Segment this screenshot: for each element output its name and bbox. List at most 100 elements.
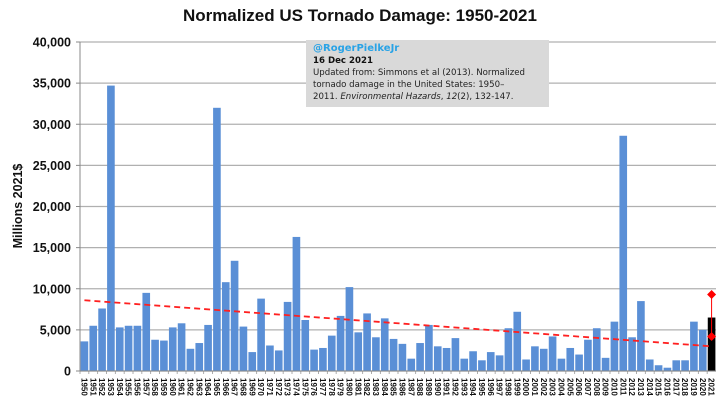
twitter-handle[interactable]: @RogerPielkeJr <box>313 43 400 54</box>
citation-year: 2011. <box>313 92 341 102</box>
x-tick-label: 1985 <box>389 378 398 396</box>
bar-2021 <box>707 317 716 371</box>
bar-1957 <box>142 292 151 371</box>
x-tick-label: 1970 <box>256 378 265 396</box>
y-tick-label: 5,000 <box>40 323 71 337</box>
bar-1984 <box>380 318 389 371</box>
x-tick-label: 2005 <box>565 378 574 396</box>
x-tick-label: 1989 <box>424 378 433 396</box>
x-tick-label: 2009 <box>601 378 610 396</box>
bar-1962 <box>186 348 195 371</box>
bar-1969 <box>248 352 257 371</box>
x-tick-label: 1962 <box>185 378 194 396</box>
bar-1997 <box>495 355 504 371</box>
x-tick-label: 2001 <box>530 378 539 396</box>
x-tick-label: 1993 <box>459 378 468 396</box>
bar-1955 <box>124 325 133 371</box>
x-tick-label: 1974 <box>291 378 300 396</box>
x-tick-label: 1966 <box>221 378 230 396</box>
trendline <box>84 299 712 348</box>
x-tick-label: 1965 <box>212 378 221 396</box>
x-tick-label: 1984 <box>380 378 389 396</box>
x-tick-label: 1951 <box>88 378 97 396</box>
bar-1959 <box>160 340 168 371</box>
x-tick-label: 2000 <box>521 378 530 396</box>
y-axis-label: Millions 2021$ <box>11 164 25 249</box>
bar-1965 <box>213 107 221 372</box>
x-tick-label: 2012 <box>627 378 636 396</box>
chart-title: Normalized US Tornado Damage: 1950-2021 <box>183 6 537 25</box>
x-tick-label: 1958 <box>150 378 159 396</box>
x-tick-label: 2007 <box>583 378 592 396</box>
x-tick-label: 1994 <box>468 378 477 396</box>
bar-1952 <box>98 308 106 371</box>
x-tick-label: 1968 <box>238 378 247 396</box>
bar-2002 <box>539 348 548 371</box>
x-tick-label: 2019 <box>689 378 698 396</box>
x-tick-label: 1986 <box>397 378 406 396</box>
bar-1958 <box>151 339 159 371</box>
bar-2004 <box>557 358 566 371</box>
bar-2015 <box>654 365 663 371</box>
x-tick-label: 1975 <box>300 378 309 396</box>
bar-1994 <box>469 351 477 371</box>
bar-2009 <box>601 357 610 371</box>
x-tick-label: 1972 <box>274 378 283 396</box>
x-tick-label: 1999 <box>512 378 521 396</box>
bar-1971 <box>266 345 274 371</box>
bar-1988 <box>416 343 424 371</box>
bar-2012 <box>628 337 636 371</box>
x-tick-label: 2015 <box>654 378 663 396</box>
x-tick-label: 1961 <box>177 378 186 396</box>
x-tick-label: 1976 <box>309 378 318 396</box>
bar-2017 <box>672 360 681 371</box>
bar-1970 <box>257 298 265 371</box>
bar-1995 <box>478 360 486 371</box>
x-tick-label: 1969 <box>247 378 256 396</box>
x-tick-label: 2008 <box>592 378 601 396</box>
y-tick-label: 15,000 <box>33 241 71 255</box>
bar-1996 <box>486 352 495 371</box>
bar-1983 <box>372 337 380 371</box>
citation-journal: Environmental Hazards <box>340 92 441 102</box>
bar-1998 <box>504 328 513 371</box>
x-tick-label: 1954 <box>115 378 124 396</box>
bar-1967 <box>230 260 239 371</box>
y-tick-label: 10,000 <box>33 282 71 296</box>
overlays <box>84 290 717 348</box>
x-tick-label: 1990 <box>433 378 442 396</box>
bar-1975 <box>301 320 310 371</box>
bar-1966 <box>221 282 230 371</box>
y-tick-label: 0 <box>64 365 71 379</box>
bar-1978 <box>327 335 336 371</box>
bar-1968 <box>239 326 248 371</box>
x-tick-label: 1960 <box>168 378 177 396</box>
x-tick-label: 1955 <box>124 378 133 396</box>
x-tick-label: 1957 <box>141 378 150 396</box>
x-tick-label: 1963 <box>194 378 203 396</box>
x-tick-label: 2020 <box>698 378 707 396</box>
x-tick-label: 2006 <box>574 378 583 396</box>
bar-2010 <box>610 321 619 371</box>
citation-pages: (2), 132-147. <box>457 92 514 102</box>
x-tick-label: 1997 <box>495 378 504 396</box>
bar-2018 <box>681 360 689 371</box>
x-tick-label: 2003 <box>548 378 557 396</box>
bar-2007 <box>584 339 592 371</box>
bar-1980 <box>345 287 354 371</box>
source-annotation: @RogerPielkeJr 16 Dec 2021 Updated from:… <box>306 40 549 107</box>
citation-line-2: tornado damage in the United States: 195… <box>313 80 505 90</box>
x-tick-label: 2016 <box>662 378 671 396</box>
x-tick-label: 1953 <box>106 378 115 396</box>
bar-1954 <box>115 327 124 371</box>
y-axis-ticks: 0 5,000 10,000 15,000 20,000 25,000 30,000 35,0… <box>33 36 81 379</box>
citation-line-3: 2011. Environmental Hazards, 12(2), 132-… <box>313 92 514 102</box>
bar-2001 <box>531 346 539 371</box>
x-tick-label: 2013 <box>636 378 645 396</box>
x-tick-label: 1979 <box>336 378 345 396</box>
bar-1979 <box>336 315 345 371</box>
bar-1982 <box>363 313 371 371</box>
x-tick-label: 1995 <box>477 378 486 396</box>
x-tick-label: 2004 <box>556 378 565 396</box>
bar-1950 <box>80 341 89 371</box>
